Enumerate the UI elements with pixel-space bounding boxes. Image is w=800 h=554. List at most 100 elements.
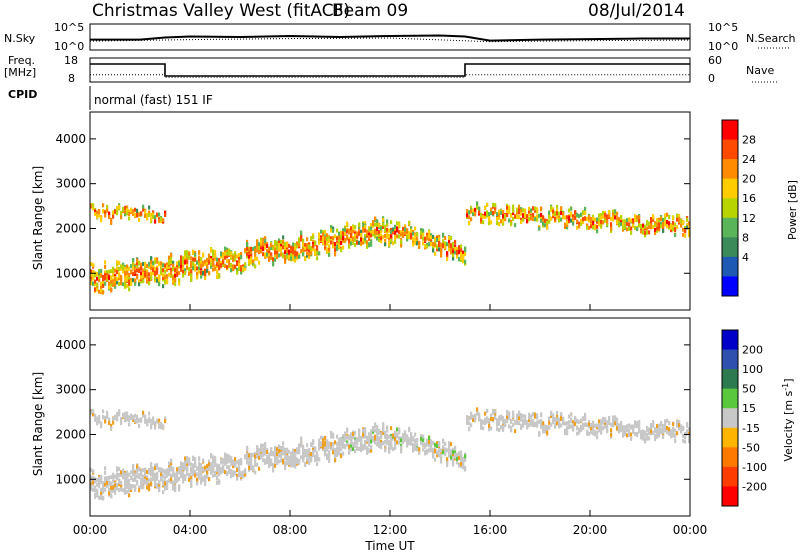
velocity-cell-1443 xyxy=(410,438,413,443)
power-cell-1163 xyxy=(336,244,339,249)
power-cbar-frame xyxy=(721,119,739,297)
velocity-cell-1475 xyxy=(420,441,423,446)
velocity-cell-1203 xyxy=(346,442,349,447)
power-cell-611 xyxy=(198,266,201,271)
power-cell-771 xyxy=(238,252,241,257)
velocity-cell-1793 xyxy=(538,432,541,437)
power-cell-1960 xyxy=(606,214,609,219)
power-cell-906 xyxy=(272,246,275,251)
power-cell-95 xyxy=(104,213,107,218)
velocity-cell-1766 xyxy=(528,415,531,420)
velocity-cell-1893 xyxy=(578,430,581,435)
power-cell-1363 xyxy=(386,234,389,239)
power-cell-1311 xyxy=(374,230,377,235)
power-cell-679 xyxy=(216,259,219,264)
velocity-cell-2017 xyxy=(628,432,631,437)
power-cell-317 xyxy=(142,272,145,277)
velocity-cell-1172 xyxy=(338,441,341,446)
power-cell-939 xyxy=(280,246,283,251)
power-cell-1564 xyxy=(450,249,453,254)
velocity-cell-211 xyxy=(124,476,127,481)
velocity-cell-604 xyxy=(196,466,199,471)
velocity-cell-536 xyxy=(182,479,185,484)
velocity-cell-980 xyxy=(290,462,293,467)
power-cell-1340 xyxy=(380,236,383,241)
velocity-cell-2058 xyxy=(644,437,647,442)
velocity-cell-54 xyxy=(98,476,101,481)
power-cell-1291 xyxy=(368,235,371,240)
velocity-cell-79 xyxy=(102,483,105,488)
power-cell-1931 xyxy=(594,224,597,229)
velocity-cell-138 xyxy=(112,474,115,479)
velocity-cell-1943 xyxy=(598,427,601,432)
velocity-cell-1703 xyxy=(502,424,505,429)
power-cell-553 xyxy=(186,252,189,257)
velocity-cell-1950 xyxy=(602,420,605,425)
velocity-cell-1027 xyxy=(302,448,305,453)
velocity-cell-945 xyxy=(282,441,285,446)
power-cell-1767 xyxy=(528,217,531,222)
velocity-cell-1500 xyxy=(428,440,431,445)
velocity-cell-769 xyxy=(238,472,241,477)
velocity-cell-679 xyxy=(216,465,219,470)
velocity-cell-431 xyxy=(160,423,163,428)
power-cell-949 xyxy=(284,244,287,249)
velocity-cell-2022 xyxy=(630,424,633,429)
velocity-cell-139 xyxy=(112,472,115,477)
velocity-cell-1803 xyxy=(542,421,545,426)
power-cell-1119 xyxy=(326,241,329,246)
power-cell-351 xyxy=(148,281,151,286)
velocity-cell-1517 xyxy=(434,442,437,447)
velocity-cell-286 xyxy=(136,419,139,424)
velocity-cell-277 xyxy=(136,474,139,479)
velocity-cell-1833 xyxy=(554,422,557,427)
noise-panel xyxy=(89,23,691,51)
velocity-cell-2035 xyxy=(636,424,639,429)
power-cell-339 xyxy=(146,279,149,284)
power-cell-867 xyxy=(262,252,265,257)
velocity-cell-1930 xyxy=(594,423,597,428)
power-cell-1372 xyxy=(388,234,391,239)
power-cell-2035 xyxy=(636,218,639,223)
power-cell-268 xyxy=(134,278,137,283)
power-cell-754 xyxy=(234,251,237,256)
velocity-cell-1015 xyxy=(300,443,303,448)
velocity-cell-2102 xyxy=(662,429,665,434)
power-cell-1004 xyxy=(296,251,299,256)
velocity-cell-1627 xyxy=(472,418,475,423)
power-cell-996 xyxy=(294,245,297,250)
velocity-cell-296 xyxy=(138,466,141,471)
velocity-cell-2023 xyxy=(630,436,633,441)
power-cell-2066 xyxy=(648,225,651,230)
power-cell-1397 xyxy=(394,224,397,229)
velocity-cell-1692 xyxy=(498,415,501,420)
velocity-cell-985 xyxy=(292,460,295,465)
power-cell-689 xyxy=(218,273,221,278)
power-cell-104 xyxy=(106,274,109,279)
velocity-cell-1718 xyxy=(508,424,511,429)
power-cell-2046 xyxy=(640,229,643,234)
velocity-cell-999 xyxy=(296,450,299,455)
velocity-cell-387 xyxy=(154,466,157,471)
power-cell-1551 xyxy=(446,242,449,247)
power-cell-1323 xyxy=(376,230,379,235)
velocity-cell-78 xyxy=(102,487,105,492)
velocity-cell-1623 xyxy=(470,423,473,428)
power-cell-1539 xyxy=(442,239,445,244)
velocity-cell-1123 xyxy=(326,442,329,447)
power-cell-1715 xyxy=(508,210,511,215)
velocity-cell-1148 xyxy=(332,434,335,439)
velocity-cell-314 xyxy=(142,474,145,479)
power-cell-1807 xyxy=(544,218,547,223)
velocity-cell-1701 xyxy=(502,427,505,432)
power-cell-695 xyxy=(220,254,223,259)
power-cell-1777 xyxy=(532,206,535,211)
velocity-cell-689 xyxy=(218,479,221,484)
vel-cbar-tick-1: 100 xyxy=(742,363,763,376)
power-cell-129 xyxy=(110,217,113,222)
velocity-cell-2146 xyxy=(680,429,683,434)
power-cell-353 xyxy=(148,264,151,269)
power-cell-758 xyxy=(236,267,239,272)
power-cell-804 xyxy=(246,241,249,246)
